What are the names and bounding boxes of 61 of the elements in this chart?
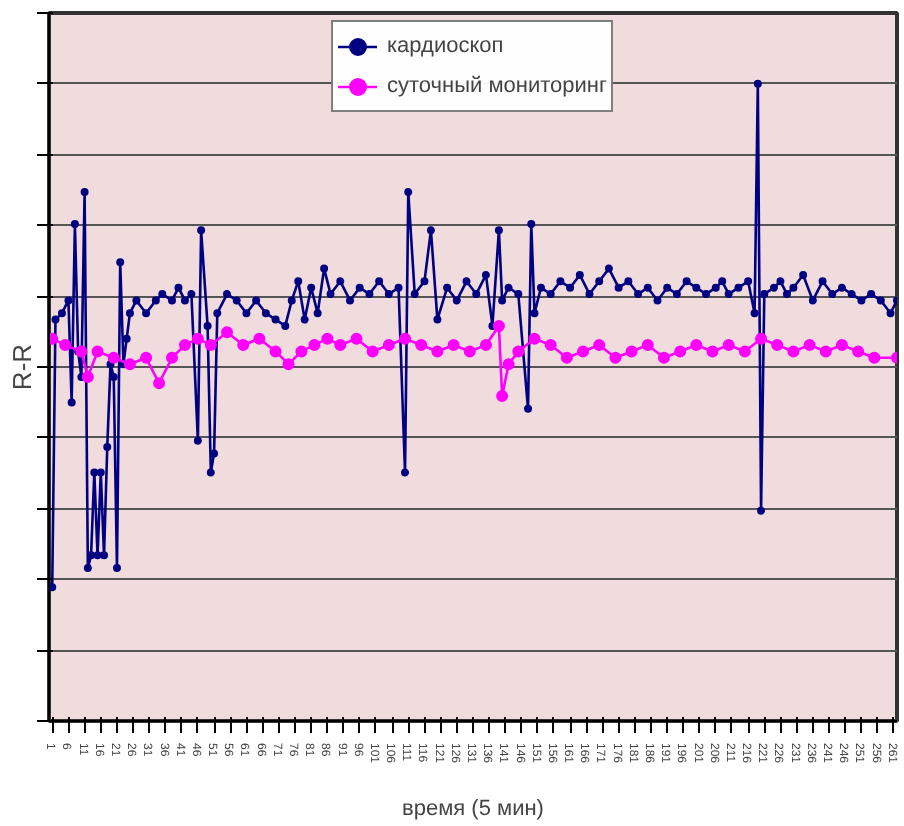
point [492,319,505,332]
point [153,377,166,390]
x-axis-title: время (5 мин) [402,797,544,822]
point [59,339,72,352]
y-axis-title: R-R [7,343,37,391]
point [593,339,606,352]
point [463,345,476,358]
point [512,345,525,358]
point [91,345,104,358]
point [237,339,250,352]
point [415,339,428,352]
point [706,345,719,358]
point [560,351,573,364]
point [674,345,687,358]
point [690,339,703,352]
point [738,345,751,358]
point [609,351,622,364]
point [431,345,444,358]
point [755,332,768,345]
point [282,358,295,371]
point [835,339,848,352]
point [771,339,784,352]
point [399,332,412,345]
point [178,339,191,352]
point [308,339,321,352]
point [350,332,363,345]
point [577,345,590,358]
point [787,345,800,358]
point [81,370,94,383]
point [803,339,816,352]
point [528,332,541,345]
point [868,351,881,364]
point [722,339,735,352]
point [107,351,120,364]
point [165,351,178,364]
point [382,339,395,352]
point [49,332,59,345]
point [253,332,266,345]
point [269,345,282,358]
point [502,358,515,371]
point [479,339,492,352]
point [366,345,379,358]
point [191,332,204,345]
point [295,345,308,358]
point [321,332,334,345]
legend-label: кардиоскоп [387,34,504,58]
point [641,339,654,352]
point [852,345,865,358]
point [204,339,217,352]
point [123,358,136,371]
point [496,390,509,403]
point [140,351,153,364]
legend-label: суточный мониторинг [387,74,607,98]
point [447,339,460,352]
point [657,351,670,364]
point [334,339,347,352]
point [625,345,638,358]
point [819,345,832,358]
point [544,339,557,352]
point [75,345,88,358]
point [221,326,234,339]
